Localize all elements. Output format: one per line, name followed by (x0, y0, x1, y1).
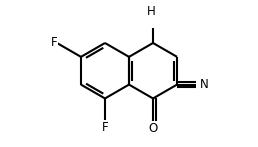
Text: H: H (147, 5, 156, 18)
Text: F: F (102, 121, 108, 134)
Text: N: N (200, 78, 209, 91)
Text: H: H (149, 7, 157, 20)
Text: O: O (148, 122, 158, 136)
Text: F: F (51, 36, 58, 50)
